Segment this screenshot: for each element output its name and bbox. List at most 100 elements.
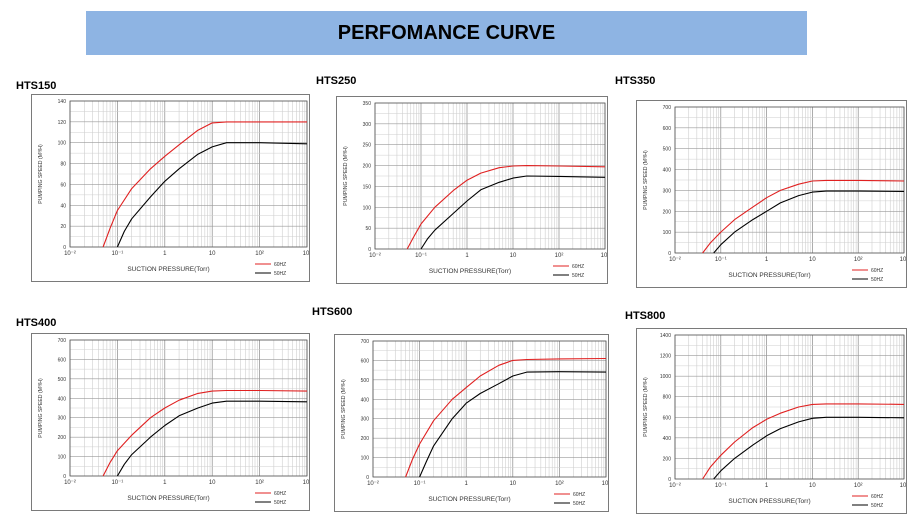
legend-label-50hz: 50HZ xyxy=(871,503,883,509)
legend-label-50hz: 50HZ xyxy=(274,271,286,277)
legend-label-50hz: 50HZ xyxy=(572,273,584,279)
y-tick-label: 200 xyxy=(663,456,672,462)
y-tick-label: 600 xyxy=(361,358,370,364)
series-line-50hz xyxy=(116,142,308,248)
x-axis-label: SUCTION PRESSURE(Torr) xyxy=(428,496,510,503)
x-tick-label: 10³ xyxy=(303,480,310,486)
y-tick-label: 100 xyxy=(58,141,67,147)
legend-label-60hz: 60HZ xyxy=(871,268,883,274)
x-tick-label: 10 xyxy=(209,251,216,257)
y-tick-label: 350 xyxy=(363,101,372,107)
y-tick-label: 50 xyxy=(365,226,371,232)
x-tick-label: 10⁻² xyxy=(64,251,76,257)
legend-label-60hz: 60HZ xyxy=(274,262,286,268)
plot-area-border xyxy=(374,102,606,250)
y-tick-label: 300 xyxy=(663,188,672,194)
y-axis-label: PUMPING SPEED (M³/H) xyxy=(343,146,349,206)
series-line-50hz xyxy=(419,371,607,478)
x-tick-label: 1 xyxy=(163,251,167,257)
x-tick-label: 10 xyxy=(809,483,816,489)
x-tick-label: 10² xyxy=(854,257,863,263)
grid xyxy=(674,334,905,480)
y-tick-label: 1400 xyxy=(660,333,671,339)
model-label-hts350: HTS350 xyxy=(615,75,656,87)
grid xyxy=(69,339,308,477)
series-line-50hz xyxy=(116,400,308,477)
y-axis-label: PUMPING SPEED (M³/H) xyxy=(341,379,347,439)
y-tick-label: 0 xyxy=(668,477,671,483)
plot-area-border xyxy=(69,100,308,248)
chart-panel-hts250: 0 50 100 150 200 250 300 350 10⁻² 10⁻¹ 1 10 10² 10³ SU… xyxy=(336,96,608,284)
y-tick-label: 140 xyxy=(58,99,67,105)
x-tick-label: 10⁻¹ xyxy=(415,253,427,259)
series-line-60hz xyxy=(102,389,308,477)
x-tick-label: 10⁻¹ xyxy=(715,257,727,263)
performance-chart-hts800: 0 200 400 600 800 1000 1200 1400 10⁻² 10⁻¹ 1 10 10² 1… xyxy=(643,333,907,509)
x-tick-label: 10⁻² xyxy=(367,481,379,487)
y-tick-label: 800 xyxy=(663,395,672,401)
y-tick-label: 300 xyxy=(363,122,372,128)
chart-panel-hts400: 0 100 200 300 400 500 600 700 10⁻² 10⁻¹ 1 10 10² 10³ S… xyxy=(31,333,310,511)
x-tick-label: 10⁻² xyxy=(64,480,76,486)
performance-chart-hts600: 0 100 200 300 400 500 600 700 10⁻² 10⁻¹ 1 10 10² 10³ S… xyxy=(341,339,608,507)
y-tick-label: 0 xyxy=(368,247,371,253)
y-tick-label: 300 xyxy=(58,416,67,422)
plot-area-border xyxy=(674,334,905,480)
legend-label-60hz: 60HZ xyxy=(871,494,883,500)
x-axis-label: SUCTION PRESSURE(Torr) xyxy=(429,268,511,275)
y-tick-label: 0 xyxy=(63,245,66,251)
y-tick-label: 100 xyxy=(363,205,372,211)
y-axis-label: PUMPING SPEED (M³/H) xyxy=(643,377,649,437)
chart-panel-hts600: 0 100 200 300 400 500 600 700 10⁻² 10⁻¹ 1 10 10² 10³ S… xyxy=(334,334,609,512)
plot-area-border xyxy=(674,106,905,254)
x-tick-label: 10³ xyxy=(303,251,310,257)
y-tick-label: 100 xyxy=(663,230,672,236)
series-line-60hz xyxy=(406,165,606,250)
y-axis-label: PUMPING SPEED (M³/H) xyxy=(38,144,44,204)
x-tick-label: 10³ xyxy=(601,253,608,259)
legend-label-60hz: 60HZ xyxy=(573,492,585,498)
x-tick-label: 10⁻¹ xyxy=(111,251,123,257)
y-tick-label: 300 xyxy=(361,417,370,423)
model-label-hts600: HTS600 xyxy=(312,306,353,318)
legend-label-60hz: 60HZ xyxy=(572,264,584,270)
y-tick-label: 500 xyxy=(663,147,672,153)
legend-label-60hz: 60HZ xyxy=(274,491,286,497)
model-label-hts800: HTS800 xyxy=(625,310,666,322)
plot-area-border xyxy=(372,340,607,478)
y-tick-label: 60 xyxy=(60,182,66,188)
y-tick-label: 0 xyxy=(63,474,66,480)
x-tick-label: 10⁻¹ xyxy=(414,481,426,487)
model-label-hts150: HTS150 xyxy=(16,80,57,92)
y-tick-label: 200 xyxy=(58,435,67,441)
y-tick-label: 600 xyxy=(58,357,67,363)
page-title: PERFOMANCE CURVE xyxy=(337,21,556,44)
legend-label-50hz: 50HZ xyxy=(274,500,286,506)
y-tick-label: 500 xyxy=(58,377,67,383)
performance-chart-hts150: 0 20 40 60 80 100 120 140 10⁻² 10⁻¹ 1 10 10² 10³ SUCTI… xyxy=(38,99,310,277)
y-tick-label: 250 xyxy=(363,143,372,149)
legend-label-50hz: 50HZ xyxy=(871,277,883,283)
x-axis-label: SUCTION PRESSURE(Torr) xyxy=(728,498,810,505)
series-line-50hz xyxy=(713,416,905,480)
performance-chart-hts400: 0 100 200 300 400 500 600 700 10⁻² 10⁻¹ 1 10 10² 10³ S… xyxy=(38,338,310,506)
series-line-60hz xyxy=(702,179,905,254)
y-tick-label: 200 xyxy=(663,209,672,215)
grid xyxy=(374,102,606,250)
x-axis-label: SUCTION PRESSURE(Torr) xyxy=(728,272,810,279)
y-tick-label: 600 xyxy=(663,126,672,132)
x-tick-label: 10⁻² xyxy=(669,483,681,489)
x-tick-label: 10⁻² xyxy=(669,257,681,263)
x-tick-label: 10 xyxy=(809,257,816,263)
series-line-60hz xyxy=(702,403,905,480)
x-tick-label: 10³ xyxy=(900,483,907,489)
series-line-50hz xyxy=(713,190,905,254)
y-tick-label: 400 xyxy=(663,436,672,442)
y-tick-label: 400 xyxy=(663,168,672,174)
x-tick-label: 1 xyxy=(465,253,469,259)
x-tick-label: 10⁻¹ xyxy=(715,483,727,489)
y-tick-label: 100 xyxy=(361,456,370,462)
x-tick-label: 1 xyxy=(163,480,167,486)
y-tick-label: 400 xyxy=(58,396,67,402)
y-tick-label: 0 xyxy=(668,251,671,257)
